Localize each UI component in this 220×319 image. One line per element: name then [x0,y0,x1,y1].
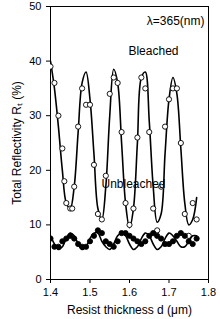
svg-text:Unbleached: Unbleached [101,177,165,191]
svg-text:1.8: 1.8 [201,286,216,298]
svg-text:λ=365(nm): λ=365(nm) [147,14,205,28]
svg-text:20: 20 [29,164,41,176]
svg-text:Bleached: Bleached [128,44,178,58]
svg-text:40: 40 [29,55,41,67]
svg-text:0: 0 [35,273,41,285]
svg-text:30: 30 [29,109,41,121]
svg-text:50: 50 [29,0,41,12]
svg-text:Total Reflectivity Rₜ (%): Total Reflectivity Rₜ (%) [10,81,24,205]
svg-text:1.7: 1.7 [161,286,176,298]
svg-text:1.5: 1.5 [82,286,97,298]
svg-text:10: 10 [29,218,41,230]
svg-text:1.6: 1.6 [122,286,137,298]
svg-text:Resist thickness d (μm): Resist thickness d (μm) [67,303,192,317]
svg-text:1.4: 1.4 [43,286,58,298]
